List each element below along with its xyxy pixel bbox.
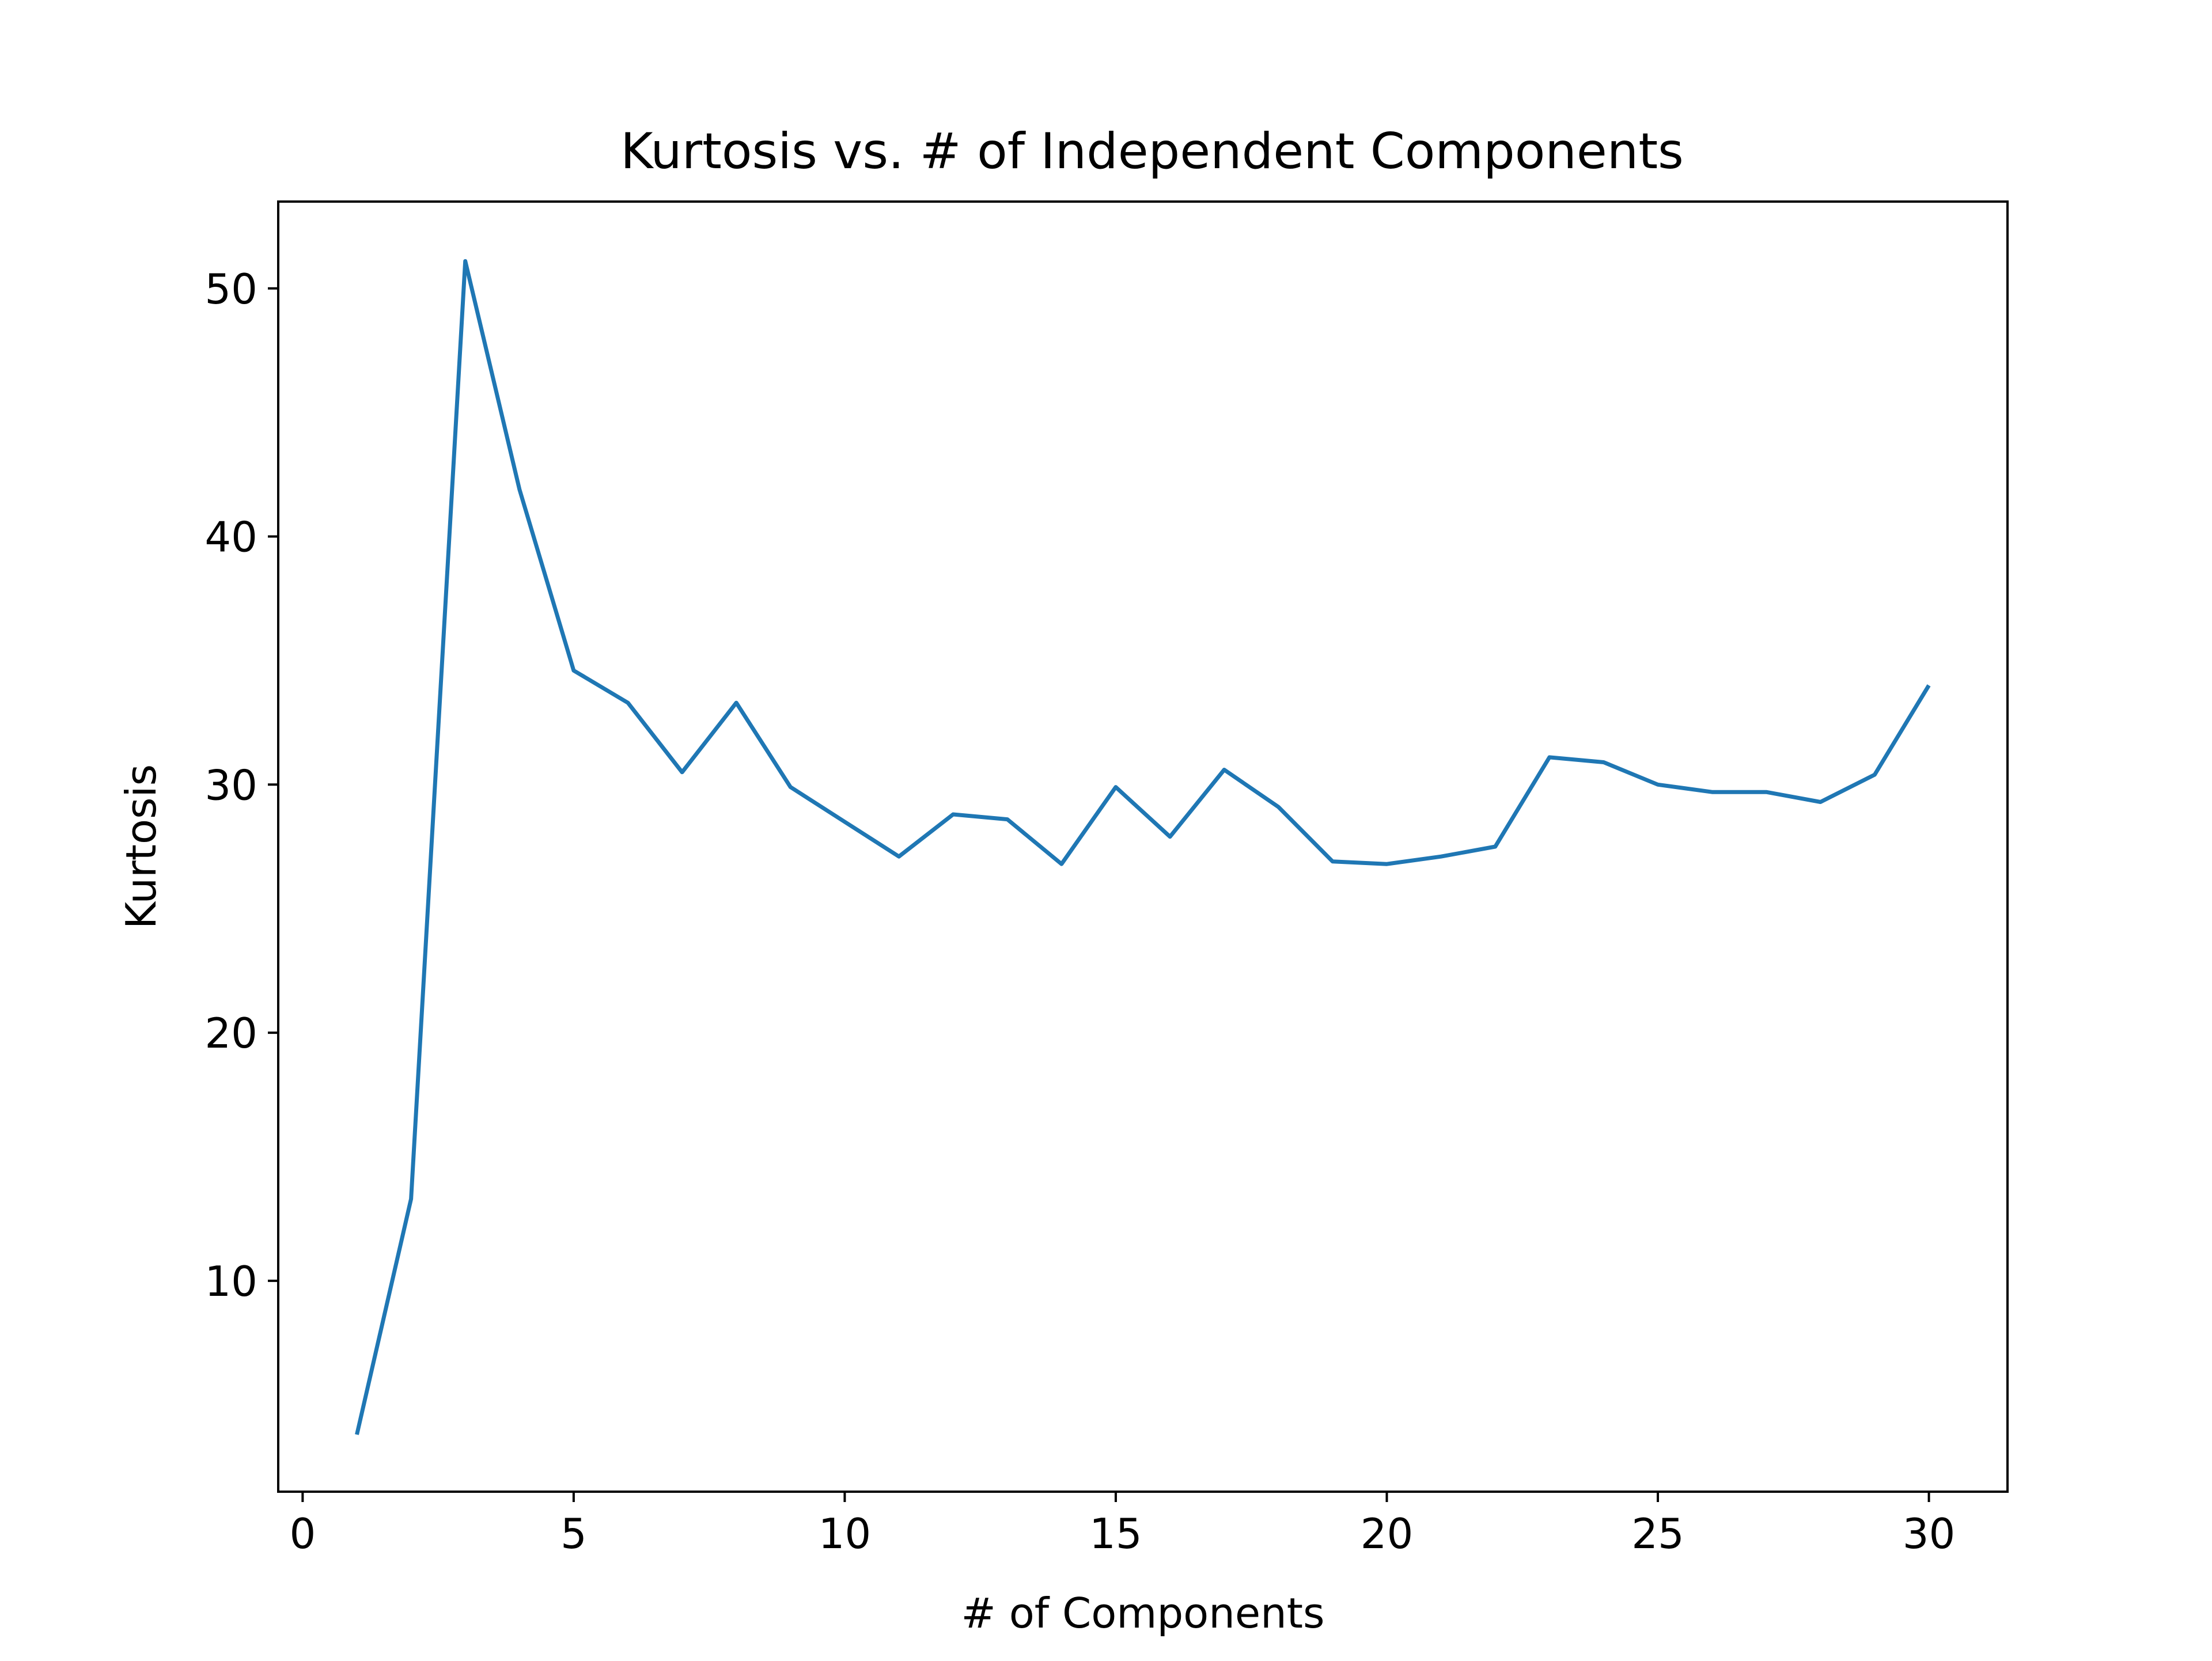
x-tick-label: 0 (289, 1510, 316, 1558)
x-axis-label: # of Components (961, 1589, 1324, 1637)
x-axis-ticks: 0 5 10 15 20 25 30 (289, 1492, 1955, 1558)
x-tick-label: 10 (819, 1510, 872, 1558)
y-tick-label: 40 (204, 513, 257, 562)
plot-area: 0 5 10 15 20 25 30 10 20 30 40 50 (204, 200, 2009, 1558)
series-layer (355, 259, 1931, 1435)
y-axis-label: Kurtosis (117, 764, 165, 929)
plot-frame (277, 200, 2009, 1493)
y-tick-label: 50 (204, 265, 257, 313)
y-tick-label: 30 (204, 761, 257, 809)
y-tick-label: 10 (204, 1257, 257, 1306)
x-tick-label: 15 (1089, 1510, 1142, 1558)
x-tick-label: 20 (1361, 1510, 1414, 1558)
kurtosis-series-line (355, 259, 1931, 1435)
y-tick-label: 20 (204, 1009, 257, 1057)
chart-title: Kurtosis vs. # of Independent Components (620, 123, 1684, 180)
x-tick-label: 30 (1903, 1510, 1956, 1558)
y-axis-ticks: 10 20 30 40 50 (204, 265, 278, 1306)
x-tick-label: 5 (560, 1510, 587, 1558)
x-tick-label: 25 (1631, 1510, 1684, 1558)
